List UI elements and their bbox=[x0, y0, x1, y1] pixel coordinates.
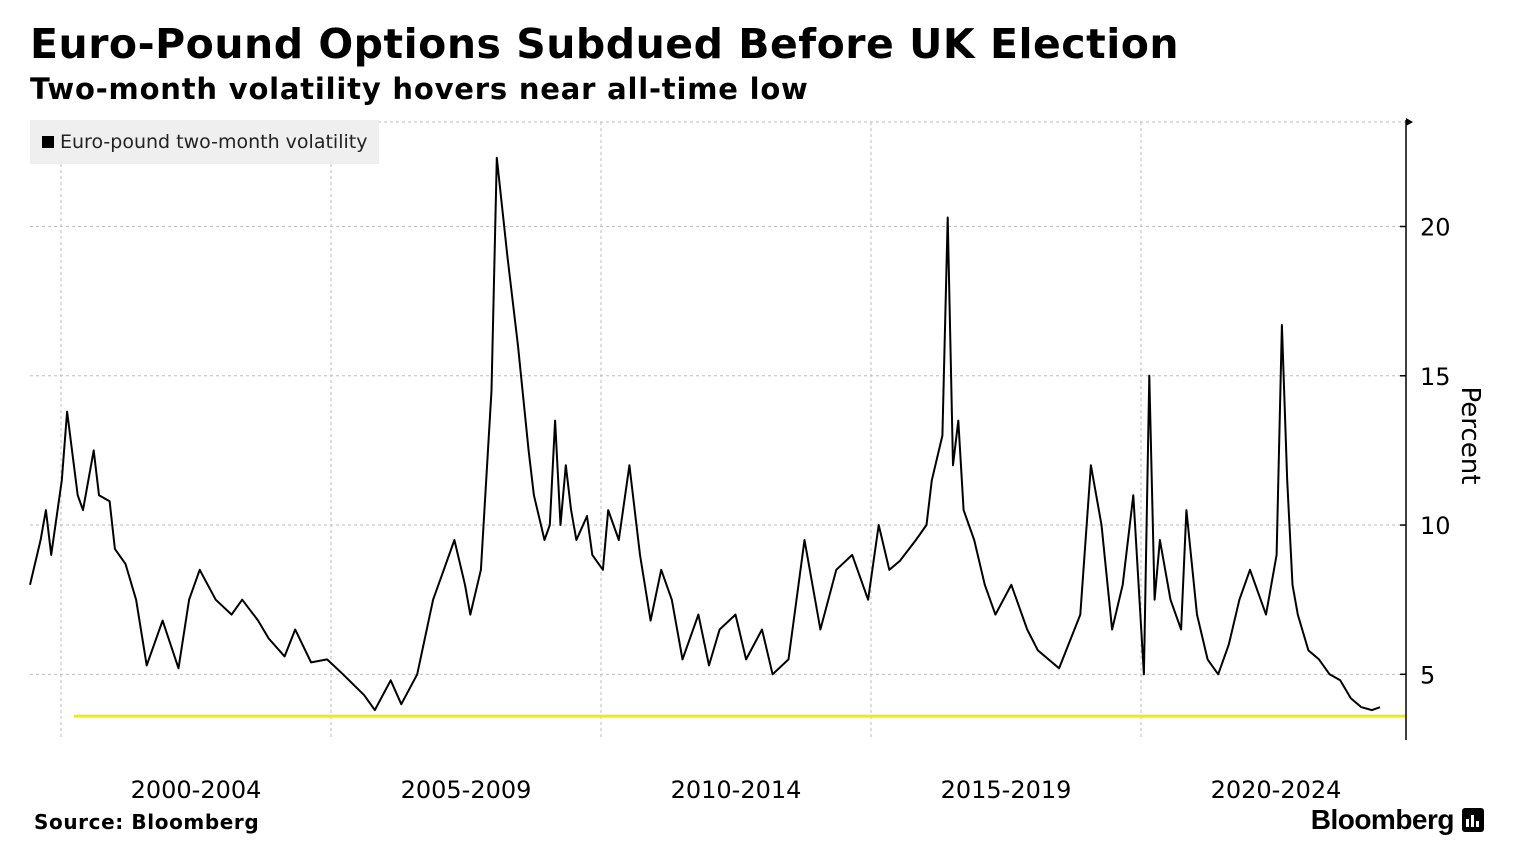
brand-name: Bloomberg bbox=[1310, 804, 1455, 835]
x-tick-label-3: 2015-2019 bbox=[941, 776, 1072, 804]
chart-title: Euro-Pound Options Subdued Before UK Ele… bbox=[30, 20, 1180, 68]
x-tick-label-4: 2020-2024 bbox=[1211, 776, 1342, 804]
y-axis-arrow bbox=[1406, 118, 1413, 126]
grid-lines bbox=[30, 121, 1406, 740]
axis-layer: 5 10 15 20 2000-2004 2005-2009 2010-2014 2015-2… bbox=[131, 118, 1451, 804]
legend-label: Euro-pound two-month volatility bbox=[60, 131, 368, 153]
x-tick-label-0: 2000-2004 bbox=[131, 776, 262, 804]
legend-swatch bbox=[42, 136, 54, 148]
x-tick-label-1: 2005-2009 bbox=[401, 776, 532, 804]
y-tick-label-5: 5 bbox=[1420, 661, 1435, 689]
brand: Bloomberg bbox=[1311, 804, 1484, 836]
y-axis-label: Percent bbox=[1455, 387, 1485, 485]
y-tick-label-15: 15 bbox=[1420, 363, 1451, 391]
y-tick-label-20: 20 bbox=[1420, 213, 1451, 241]
x-tick-label-2: 2010-2014 bbox=[671, 776, 802, 804]
source-note: Source: Bloomberg bbox=[34, 810, 260, 834]
chart-subtitle: Two-month volatility hovers near all-tim… bbox=[30, 72, 809, 106]
y-tick-label-10: 10 bbox=[1420, 512, 1451, 540]
bloomberg-terminal-icon bbox=[1462, 808, 1484, 832]
series-layer bbox=[29, 156, 1381, 712]
legend: Euro-pound two-month volatility bbox=[30, 120, 380, 164]
series-line-volatility bbox=[29, 156, 1381, 712]
